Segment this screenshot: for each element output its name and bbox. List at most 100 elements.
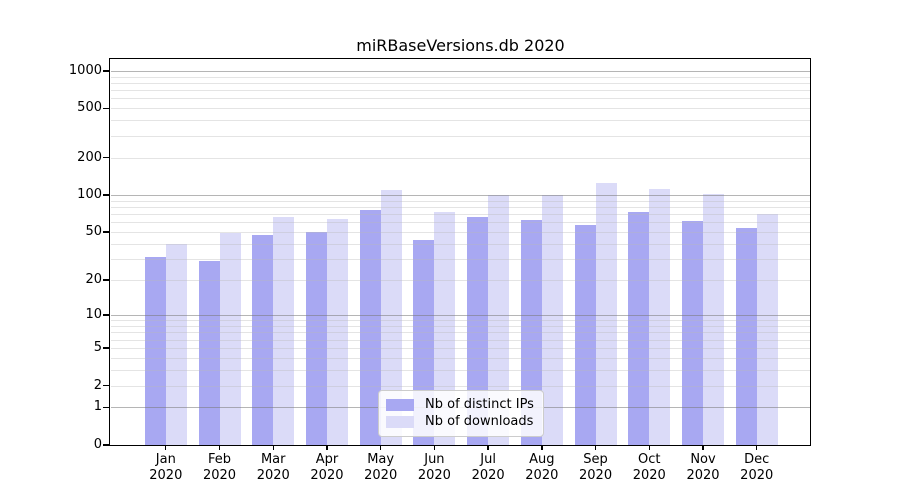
gridline-minor [111,385,810,387]
bar-downloads-mar [273,217,295,445]
y-tick-mark [103,157,110,159]
gridline-minor [111,332,810,334]
x-tick-label-jan: Jan 2020 [149,452,183,483]
bar-distinct-ips-feb [198,260,220,445]
y-tick-mark [103,406,110,409]
x-tick-label-apr: Apr 2020 [310,452,344,483]
gridline-minor [111,135,810,137]
bar-distinct-ips-jan [144,257,166,445]
gridline-minor [111,76,810,78]
bar-distinct-ips-nov [682,220,703,445]
x-tick-mark [433,445,436,450]
x-tick-label-mar: Mar 2020 [256,452,290,483]
gridline-minor [111,214,810,216]
legend-label-distinct-ips: Nb of distinct IPs [425,397,534,412]
y-tick-label: 0 [93,437,102,452]
x-tick-mark [218,445,221,450]
bar-downloads-jun [434,211,456,445]
bar-downloads-nov [703,193,724,445]
y-tick-label: 1 [93,399,102,415]
y-tick-label: 500 [77,100,102,116]
gridline-minor [111,357,810,359]
y-tick-label: 1000 [68,62,102,78]
legend-swatch-downloads [386,416,414,428]
x-tick-mark [702,445,704,450]
y-tick-mark [103,314,110,316]
x-tick-mark [541,445,543,450]
x-tick-mark [272,445,274,450]
y-tick-mark [103,384,110,387]
bar-distinct-ips-mar [252,235,274,445]
x-tick-label-aug: Aug 2020 [525,452,559,483]
gridline-minor [111,243,810,245]
x-tick-label-may: May 2020 [364,452,398,483]
y-tick-mark [103,444,110,446]
gridline-minor [111,339,810,341]
bar-distinct-ips-oct [628,211,650,445]
bar-distinct-ips-sep [574,225,596,445]
gridline-minor [111,326,810,327]
gridline-minor [111,320,810,322]
gridline-minor [111,232,810,234]
bar-distinct-ips-jul [467,217,489,445]
y-tick-mark [103,194,110,196]
y-tick-mark [103,70,110,72]
y-tick-mark [103,279,110,281]
gridline-major [111,195,810,197]
y-tick-label: 2 [93,377,102,393]
x-tick-mark [594,445,597,450]
y-tick-mark [103,347,110,349]
y-tick-label: 100 [77,187,102,203]
gridline-minor [111,347,810,349]
x-tick-label-oct: Oct 2020 [632,452,666,483]
chart-title: miRBaseVersions.db 2020 [356,36,565,55]
y-tick-label: 50 [85,224,102,240]
y-tick-label: 5 [93,339,102,355]
gridline-minor [111,222,810,224]
legend-swatch-distinct-ips [386,399,414,411]
legend-item-downloads: Nb of downloads [386,414,535,430]
bar-downloads-jul [488,195,510,445]
bar-distinct-ips-may [359,209,381,445]
y-tick-mark [103,231,110,233]
gridline-minor [111,82,810,84]
bar-downloads-aug [541,194,563,445]
bar-distinct-ips-aug [520,219,542,445]
x-tick-mark [756,445,758,450]
gridline-minor [111,157,810,159]
bar-downloads-jan [165,243,187,445]
x-tick-label-feb: Feb 2020 [202,452,237,483]
gridline-minor [111,90,810,92]
gridline-minor [111,207,810,208]
bar-downloads-dec [756,214,778,445]
x-tick-label-dec: Dec 2020 [740,452,774,483]
x-tick-label-sep: Sep 2020 [579,452,613,483]
legend-item-distinct-ips: Nb of distinct IPs [386,397,535,413]
x-tick-mark [487,445,489,450]
legend-label-downloads: Nb of downloads [425,414,534,429]
bar-downloads-may [380,189,402,445]
x-tick-label-jul: Jul 2020 [471,452,505,483]
x-tick-label-jun: Jun 2020 [417,452,451,483]
bar-downloads-sep [595,183,617,445]
x-tick-mark [648,445,650,450]
gridline-major [111,315,810,317]
y-tick-label: 10 [85,307,102,323]
gridline-major [111,70,810,72]
gridline-minor [111,108,810,110]
gridline-minor [111,120,810,122]
bar-distinct-ips-dec [735,227,757,445]
gridline-minor [111,200,810,202]
gridline-minor [111,369,810,371]
bar-downloads-feb [219,233,241,445]
gridline-minor [111,98,810,100]
y-tick-label: 20 [85,272,102,288]
bar-distinct-ips-apr [305,232,327,445]
bar-downloads-apr [326,218,348,445]
y-tick-mark [103,107,110,110]
x-tick-mark [326,445,328,450]
bar-downloads-oct [649,188,671,445]
x-tick-mark [165,445,167,450]
y-tick-label: 200 [77,149,102,165]
